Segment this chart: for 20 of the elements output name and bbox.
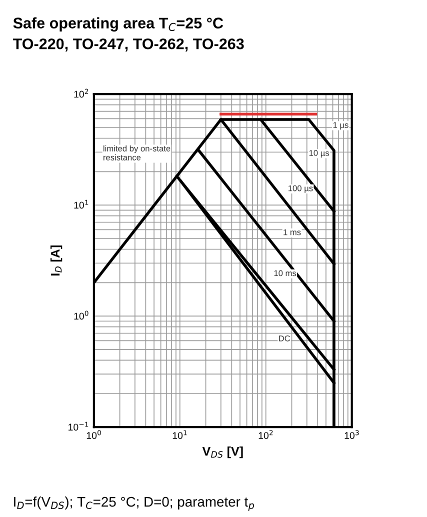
y-axis-title: I$_{D}$ [A] (50, 246, 62, 276)
x-tick-label: 10$^{2}$ (258, 430, 273, 439)
annotation: 1 µs (333, 122, 348, 130)
x-tick-label: 10$^{0}$ (86, 430, 101, 439)
y-tick-label: 10$^{0}$ (74, 310, 88, 320)
chart-subtitle: TO-220, TO-247, TO-262, TO-263 (12, 38, 244, 52)
x-tick-label: 10$^{3}$ (344, 430, 359, 439)
annotation: 10 ms (274, 270, 296, 276)
y-tick-label: 10$^{1}$ (74, 200, 88, 209)
annotation: 10 µs (309, 150, 330, 158)
y-tick-label: 10$^{−1}$ (68, 422, 88, 431)
chart-title: Safe operating area T$_{C}$=25 °C (13, 17, 224, 32)
annotation: 100 µs (288, 185, 313, 193)
annotation: 1 ms (284, 229, 301, 236)
x-axis-title: V$_{DS}$ [V] (202, 446, 243, 458)
annotation: limited by on-state resistance (104, 145, 170, 160)
y-tick-label: 10$^{2}$ (74, 88, 88, 98)
text: I$_{D}$=f(V$_{DS}$); T$_{C}$=25 °C; D=0; parameter t$_{p}$ (14, 496, 254, 511)
x-tick-label: 10$^{1}$ (172, 430, 187, 439)
annotation: DC (279, 335, 290, 342)
